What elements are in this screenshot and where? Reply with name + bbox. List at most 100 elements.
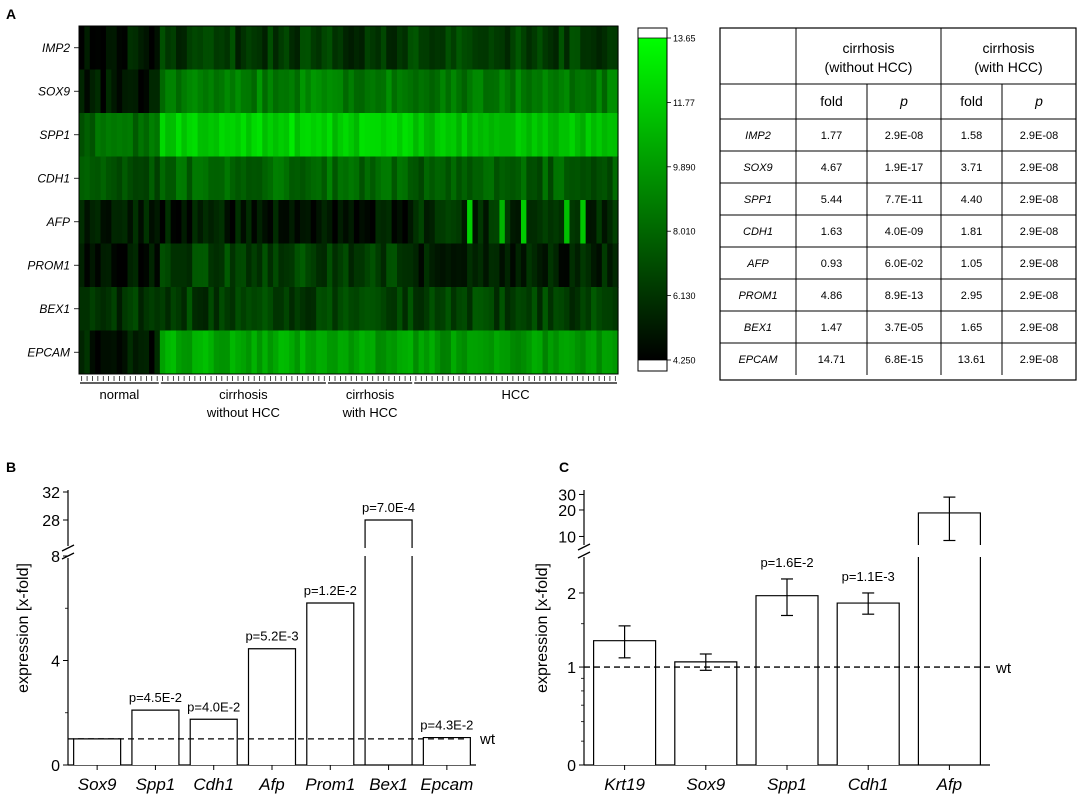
- heatmap-cell: [343, 330, 350, 375]
- heatmap-cell: [176, 330, 183, 375]
- heatmap-cell: [283, 26, 290, 70]
- heatmap-cell: [332, 156, 339, 201]
- heatmap-cell: [229, 200, 236, 244]
- heatmap-cell: [601, 330, 608, 375]
- axis-break-gap: [576, 545, 592, 557]
- heatmap-cell: [283, 287, 290, 331]
- heatmap-cell: [596, 26, 603, 70]
- heatmap-cell: [208, 330, 215, 375]
- table-cell: 2.9E-08: [885, 130, 924, 142]
- heatmap-cell: [520, 113, 527, 157]
- heatmap-cell: [413, 156, 420, 201]
- heatmap-cell: [149, 113, 156, 157]
- heatmap-cell: [170, 243, 177, 288]
- heatmap-cell: [612, 243, 619, 288]
- heatmap-cell: [348, 243, 355, 288]
- heatmap-cell: [111, 156, 118, 201]
- y-tick-label: 4: [51, 654, 60, 671]
- heatmap-cell: [256, 69, 263, 114]
- heatmap-cell: [370, 113, 377, 157]
- heatmap-cell: [95, 200, 102, 244]
- heatmap-cell: [105, 113, 112, 157]
- bar-afp: [247, 648, 297, 765]
- heatmap-cell: [240, 200, 247, 244]
- table-cell: 1.81: [961, 226, 982, 238]
- heatmap-cell: [580, 243, 587, 288]
- heatmap-cell: [89, 243, 96, 288]
- heatmap-cell: [321, 330, 328, 375]
- table-cell: 1.47: [821, 322, 842, 334]
- heatmap-cell: [364, 287, 371, 331]
- heatmap-cell: [79, 156, 85, 201]
- heatmap-cell: [585, 113, 592, 157]
- heatmap-cell: [391, 287, 398, 331]
- heatmap-cell: [510, 200, 517, 244]
- heatmap-cell: [564, 287, 571, 331]
- heatmap-cell: [359, 69, 366, 114]
- heatmap-cell: [580, 200, 587, 244]
- heatmap-cell: [413, 200, 420, 244]
- heatmap-gene-label: SPP1: [39, 128, 70, 142]
- table-cells: cirrhosis (without HCC) cirrhosis (with HCC…: [738, 40, 1058, 366]
- heatmap-cell: [499, 243, 506, 288]
- heatmap-cell: [337, 26, 344, 70]
- heatmap-cell: [526, 200, 533, 244]
- heatmap-cell: [326, 330, 333, 375]
- heatmap-cell: [176, 287, 183, 331]
- heatmap-cell: [537, 243, 544, 288]
- heatmap-cell: [461, 200, 468, 244]
- table-cell: 13.61: [958, 354, 986, 366]
- y-tick-label: 30: [558, 487, 576, 504]
- heatmap-cell: [165, 200, 172, 244]
- heatmap-cell: [316, 200, 323, 244]
- heatmap-cell: [510, 26, 517, 70]
- heatmap-cell: [440, 69, 447, 114]
- heatmap-cell: [105, 26, 112, 70]
- heatmap-cell: [601, 243, 608, 288]
- heatmap-cell: [612, 287, 619, 331]
- table-cell: 4.86: [821, 290, 842, 302]
- heatmap-gene-label: AFP: [46, 215, 70, 229]
- heatmap-cell: [213, 156, 220, 201]
- heatmap-cell: [283, 69, 290, 114]
- heatmap-cell: [267, 113, 274, 157]
- colorbar-tick-label: 13.65: [673, 34, 696, 44]
- heatmap-cell: [440, 287, 447, 331]
- heatmap-cell: [299, 69, 306, 114]
- table-row-gene: EPCAM: [738, 354, 778, 366]
- table-cell: 1.05: [961, 258, 982, 270]
- heatmap-cell: [138, 113, 145, 157]
- heatmap-cell: [235, 113, 242, 157]
- heatmap-cell: [326, 26, 333, 70]
- heatmap-cell: [429, 330, 436, 375]
- heatmap-cell: [337, 113, 344, 157]
- heatmap-cell: [79, 287, 85, 331]
- heatmap-cell: [391, 113, 398, 157]
- heatmap-cell: [601, 156, 608, 201]
- heatmap-group-label: cirrhosis: [346, 387, 395, 402]
- heatmap-cell: [219, 26, 226, 70]
- heatmap-cell: [326, 287, 333, 331]
- heatmap-cell: [186, 243, 193, 288]
- heatmap-cell: [262, 243, 269, 288]
- heatmap-cell: [138, 243, 145, 288]
- heatmap-cell: [89, 26, 96, 70]
- table-cell: 2.95: [961, 290, 982, 302]
- heatmap-cell: [364, 69, 371, 114]
- heatmap-cell: [531, 330, 538, 375]
- heatmap-cell: [116, 243, 123, 288]
- heatmap-cell: [445, 156, 452, 201]
- heatmap-cell: [273, 200, 280, 244]
- heatmap-cell: [494, 330, 501, 375]
- heatmap-cell: [402, 330, 409, 375]
- heatmap-cell: [467, 330, 474, 375]
- heatmap-cell: [348, 156, 355, 201]
- heatmap-cell: [477, 69, 484, 114]
- table-sub-header: fold: [820, 93, 843, 109]
- heatmap-cell: [547, 287, 554, 331]
- heatmap-cell: [386, 200, 393, 244]
- heatmap-cell: [353, 113, 360, 157]
- heatmap-cell: [574, 113, 581, 157]
- heatmap-cell: [316, 69, 323, 114]
